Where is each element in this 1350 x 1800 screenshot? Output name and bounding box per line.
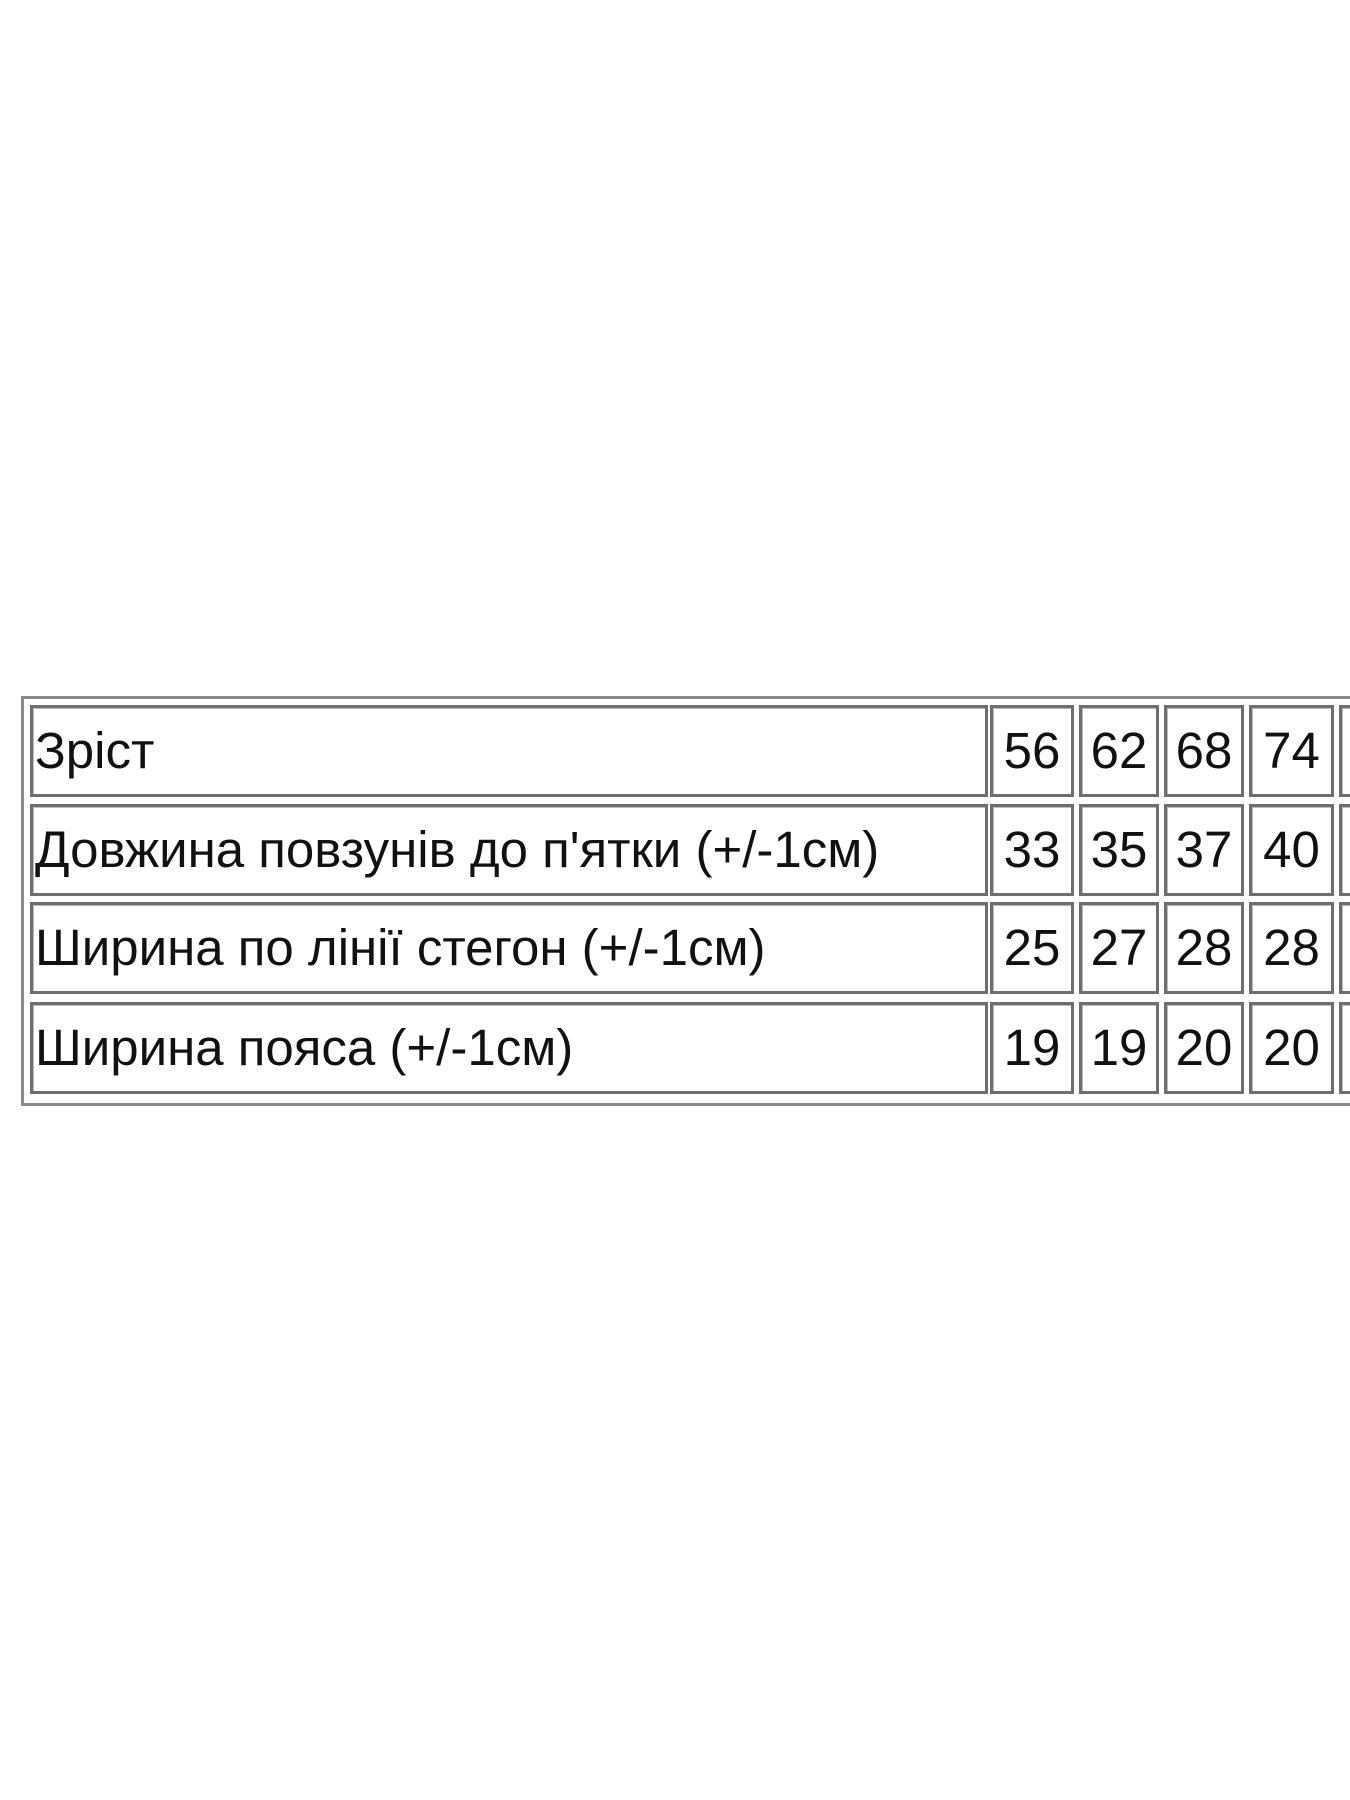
- cut-off-cell: [1339, 804, 1350, 896]
- size-value: 35: [1079, 804, 1159, 896]
- row-label: Довжина повзунів до п'ятки (+/-1см): [30, 804, 988, 896]
- size-value: 25: [990, 902, 1074, 994]
- row-label: Зріст: [30, 705, 988, 797]
- size-value: 56: [990, 705, 1074, 797]
- cut-off-cell: [1339, 1002, 1350, 1094]
- cut-off-cell: [1339, 705, 1350, 797]
- size-value: 28: [1249, 902, 1334, 994]
- size-value: 27: [1079, 902, 1159, 994]
- row-label: Ширина по лінії стегон (+/-1см): [30, 902, 988, 994]
- size-value: 28: [1164, 902, 1244, 994]
- size-value: 33: [990, 804, 1074, 896]
- size-value: 20: [1164, 1002, 1244, 1094]
- size-value: 37: [1164, 804, 1244, 896]
- size-value: 68: [1164, 705, 1244, 797]
- size-value: 62: [1079, 705, 1159, 797]
- size-value: 40: [1249, 804, 1334, 896]
- cut-off-cell: [1339, 902, 1350, 994]
- size-value: 74: [1249, 705, 1334, 797]
- row-label: Ширина пояса (+/-1см): [30, 1002, 988, 1094]
- size-value: 19: [990, 1002, 1074, 1094]
- size-value: 20: [1249, 1002, 1334, 1094]
- size-value: 19: [1079, 1002, 1159, 1094]
- size-table: Зріст 56 62 68 74 Довжина повзунів до п'ятки …: [21, 696, 1350, 1106]
